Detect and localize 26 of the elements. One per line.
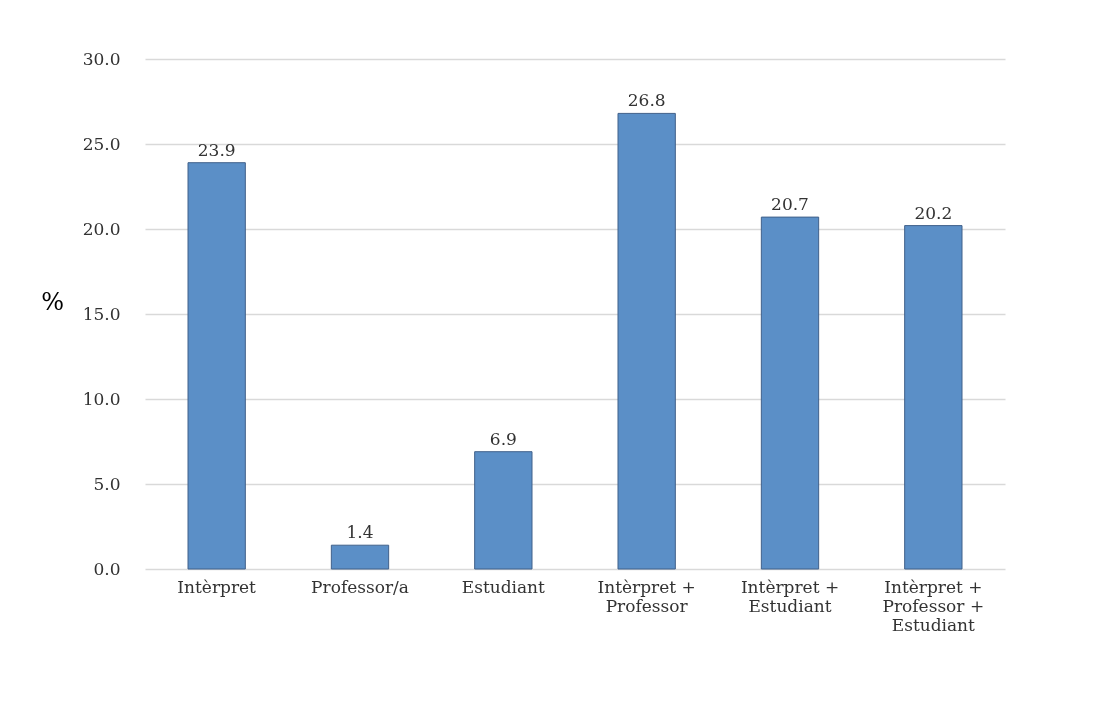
bar	[904, 225, 963, 570]
bar	[474, 451, 533, 570]
x-tick-label: Intèrpret + Professor	[597, 576, 696, 616]
data-label: 26.8	[627, 90, 666, 111]
y-tick-label: 30.0	[82, 48, 121, 69]
data-label: 20.2	[914, 202, 953, 223]
x-tick-label: Professor/a	[311, 576, 409, 597]
y-tick-label: 25.0	[82, 133, 121, 154]
y-tick-label: 20.0	[82, 218, 121, 239]
data-label: 20.7	[771, 194, 809, 215]
x-tick-label: Intèrpret + Estudiant	[740, 576, 840, 616]
y-tick-label: 10.0	[82, 388, 121, 409]
x-tick-label: Intèrpret	[177, 576, 257, 597]
data-label: 6.9	[489, 428, 517, 449]
data-label: 1.4	[346, 522, 374, 543]
y-tick-label: 5.0	[93, 473, 121, 494]
y-tick-label: 0.0	[93, 558, 121, 579]
bar	[330, 544, 390, 570]
x-tick-label: Estudiant	[461, 576, 546, 597]
bar	[617, 112, 676, 570]
bar	[760, 216, 820, 570]
bar	[187, 162, 246, 570]
y-axis-title: %	[41, 287, 65, 316]
data-label: 23.9	[197, 139, 236, 160]
y-tick-label: 15.0	[82, 303, 121, 324]
x-tick-label: Intèrpret + Professor + Estudiant	[882, 576, 985, 635]
